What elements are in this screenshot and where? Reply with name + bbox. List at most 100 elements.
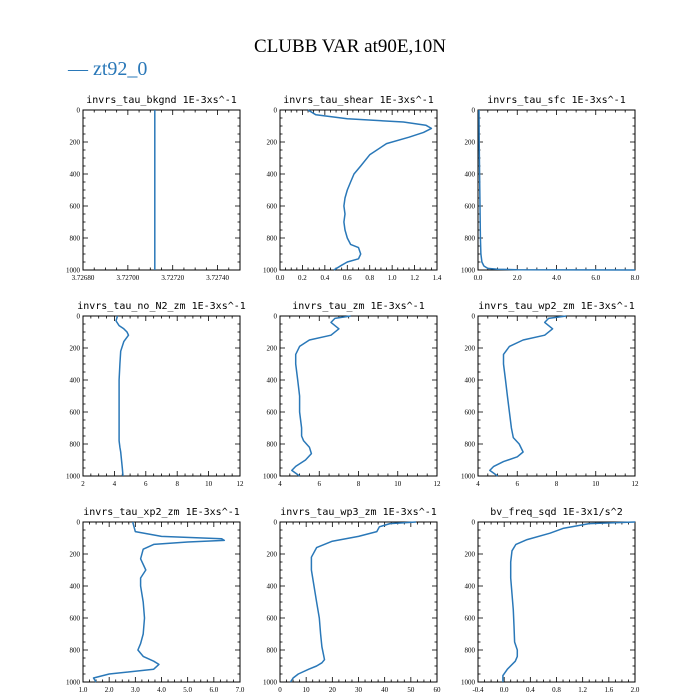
y-tick-label: 400	[465, 583, 476, 591]
y-tick-label: 0	[77, 313, 81, 321]
panel-title-8: invrs_tau_wp3_zm 1E-3xs^-1	[280, 507, 437, 518]
x-tick-label: 3.72700	[116, 274, 139, 282]
x-tick-label: 50	[407, 686, 415, 694]
y-tick-label: 1000	[66, 473, 81, 481]
y-tick-label: 600	[70, 615, 81, 623]
y-tick-label: 800	[465, 441, 476, 449]
y-tick-label: 600	[70, 203, 81, 211]
legend: — zt92_0	[68, 58, 147, 81]
y-tick-label: 400	[267, 171, 278, 179]
x-tick-label: 0.0	[276, 274, 285, 282]
y-tick-label: 0	[274, 313, 278, 321]
x-tick-label: 7.0	[236, 686, 245, 694]
x-tick-label: 0.2	[298, 274, 307, 282]
y-tick-label: 400	[70, 377, 81, 385]
panel-title-5: invrs_tau_zm 1E-3xs^-1	[292, 301, 424, 312]
y-tick-label: 200	[267, 551, 278, 559]
x-tick-label: 0.0	[500, 686, 509, 694]
y-tick-label: 800	[267, 441, 278, 449]
x-tick-label: 5.0	[183, 686, 192, 694]
panel-title-3: invrs_tau_sfc 1E-3xs^-1	[487, 95, 625, 106]
x-tick-label: 30	[355, 686, 363, 694]
y-tick-label: 600	[465, 615, 476, 623]
x-tick-label: 40	[381, 686, 389, 694]
series-line-3	[478, 109, 636, 271]
series-line-8	[289, 521, 417, 683]
x-tick-label: 8	[175, 480, 179, 488]
y-tick-label: 400	[465, 171, 476, 179]
panel-title-7: invrs_tau_xp2_zm 1E-3xs^-1	[83, 507, 240, 518]
x-tick-label: 10	[394, 480, 402, 488]
y-tick-label: 400	[70, 583, 81, 591]
y-tick-label: 0	[472, 519, 476, 527]
y-tick-label: 0	[472, 313, 476, 321]
y-tick-label: 1000	[263, 473, 278, 481]
legend-dash-icon: —	[68, 58, 88, 80]
y-tick-label: 200	[465, 551, 476, 559]
panel-title-6: invrs_tau_wp2_zm 1E-3xs^-1	[478, 301, 635, 312]
x-tick-label: 2.0	[631, 686, 640, 694]
panel-frame-1	[82, 109, 241, 271]
panel-frame-4	[82, 315, 241, 477]
x-tick-label: 10	[205, 480, 213, 488]
panel-title-4: invrs_tau_no_N2_zm 1E-3xs^-1	[77, 301, 246, 312]
panel-frame-8	[279, 521, 438, 683]
y-tick-label: 200	[267, 139, 278, 147]
y-tick-label: 1000	[66, 679, 81, 687]
series-line-6	[489, 315, 567, 477]
y-tick-label: 400	[70, 171, 81, 179]
y-tick-label: 1000	[461, 267, 476, 275]
x-tick-label: 1.2	[578, 686, 587, 694]
x-tick-label: 4.0	[552, 274, 561, 282]
x-tick-label: 3.0	[131, 686, 140, 694]
y-tick-label: 600	[70, 409, 81, 417]
figure-title: CLUBB VAR at90E,10N	[254, 36, 446, 57]
panel-title-1: invrs_tau_bkgnd 1E-3xs^-1	[86, 95, 237, 106]
panel-title-9: bv_freq_sqd 1E-3x1/s^2	[490, 507, 622, 518]
x-tick-label: 1.6	[604, 686, 613, 694]
x-tick-label: 10	[592, 480, 600, 488]
x-tick-label: 6.0	[591, 274, 600, 282]
y-tick-label: 0	[472, 107, 476, 115]
x-tick-label: 12	[632, 480, 640, 488]
y-tick-label: 800	[465, 647, 476, 655]
y-tick-label: 600	[465, 409, 476, 417]
x-tick-label: 6	[516, 480, 520, 488]
x-tick-label: 4	[278, 480, 282, 488]
panel-frame-3	[477, 109, 636, 271]
y-tick-label: 1000	[461, 473, 476, 481]
x-tick-label: 0	[278, 686, 282, 694]
legend-entry: zt92_0	[93, 58, 148, 80]
series-line-2	[307, 109, 433, 271]
y-tick-label: 600	[267, 615, 278, 623]
series-line-7	[92, 521, 226, 683]
y-tick-label: 1000	[263, 267, 278, 275]
x-tick-label: 0.4	[320, 274, 329, 282]
y-tick-label: 200	[70, 345, 81, 353]
x-tick-label: -0.4	[472, 686, 484, 694]
series-line-9	[502, 521, 636, 682]
x-tick-label: 0.6	[343, 274, 352, 282]
y-tick-label: 800	[267, 647, 278, 655]
panel-frame-6	[477, 315, 636, 477]
x-tick-label: 8	[357, 480, 361, 488]
x-tick-label: 6	[144, 480, 148, 488]
x-tick-label: 1.0	[388, 274, 397, 282]
x-tick-label: 2	[81, 480, 85, 488]
x-tick-label: 12	[237, 480, 245, 488]
y-tick-label: 800	[70, 235, 81, 243]
y-tick-label: 400	[267, 583, 278, 591]
x-tick-label: 3.72740	[206, 274, 229, 282]
y-tick-label: 200	[267, 345, 278, 353]
x-tick-label: 0.8	[552, 686, 561, 694]
panel-frame-9	[477, 521, 636, 683]
x-tick-label: 3.72720	[161, 274, 184, 282]
y-tick-label: 0	[274, 107, 278, 115]
x-tick-label: 20	[329, 686, 337, 694]
y-tick-label: 800	[267, 235, 278, 243]
x-tick-label: 8	[555, 480, 559, 488]
x-tick-label: 8.0	[631, 274, 640, 282]
x-tick-label: 2.0	[105, 686, 114, 694]
panel-frame-2	[279, 109, 438, 271]
